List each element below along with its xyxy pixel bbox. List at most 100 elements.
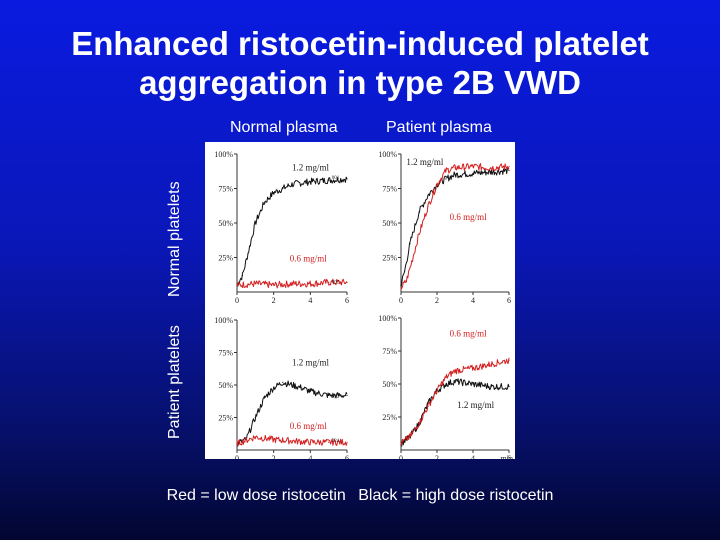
dose-label: 1.2 mg/ml — [292, 358, 330, 368]
y-tick-label: 25% — [382, 413, 397, 422]
data-point — [247, 252, 249, 254]
dose-label: 1.2 mg/ml — [292, 163, 330, 173]
dose-label: 1.2 mg/ml — [406, 157, 444, 167]
data-point — [409, 243, 411, 245]
data-point — [418, 211, 420, 213]
data-point — [254, 416, 256, 419]
column-label-patient-plasma: Patient plasma — [386, 119, 492, 136]
y-tick-label: 75% — [218, 349, 233, 358]
trace-low-dose — [236, 434, 348, 447]
data-point — [309, 181, 311, 183]
data-point — [454, 174, 456, 176]
data-point — [445, 178, 447, 180]
data-point — [291, 384, 293, 386]
data-point — [346, 178, 348, 180]
trace-high-dose — [236, 176, 348, 286]
x-tick-label: 6 — [345, 454, 349, 459]
legend-red: Red = low dose ristocetin — [166, 487, 346, 504]
x-tick-label: 4 — [308, 296, 312, 305]
data-point — [300, 387, 302, 389]
data-point — [508, 165, 510, 168]
data-point — [328, 179, 330, 181]
data-point — [236, 284, 238, 286]
data-point — [282, 187, 284, 190]
x-tick-label: 0 — [235, 454, 239, 459]
dose-label: 0.6 mg/ml — [450, 328, 488, 338]
data-point — [427, 194, 429, 196]
data-point — [405, 280, 407, 282]
data-point — [454, 167, 456, 169]
data-point — [254, 283, 256, 285]
data-point — [400, 442, 402, 444]
data-point — [508, 359, 510, 361]
data-point — [490, 167, 492, 169]
x-tick-label: 4 — [471, 454, 475, 459]
dose-label: 0.6 mg/ml — [290, 421, 328, 431]
y-tick-label: 50% — [382, 219, 397, 228]
data-point — [436, 183, 438, 185]
data-point — [254, 222, 256, 224]
trace-high-dose — [400, 167, 510, 288]
data-point — [472, 367, 474, 369]
data-point — [472, 383, 474, 385]
trace-low-dose — [400, 163, 510, 290]
y-tick-label: 100% — [378, 150, 397, 159]
y-tick-label: 100% — [214, 150, 233, 159]
dose-label: 1.2 mg/ml — [457, 400, 495, 410]
data-point — [291, 440, 293, 442]
aggregation-figure: 25% 50% 75% 100% 0 2 4 6 1.2 mg/ml 0.6 mg/ml 001 00… — [205, 142, 515, 459]
row-label-normal-platelets: Normal platelets — [166, 181, 183, 297]
legend-black: Black = high dose ristocetin — [358, 487, 554, 504]
data-point — [400, 284, 402, 286]
data-point — [490, 386, 492, 388]
column-label-normal-plasma: Normal plasma — [230, 119, 338, 136]
row-label-patient-platelets: Patient platelets — [166, 325, 183, 439]
x-tick-label: 2 — [272, 454, 276, 459]
data-point — [454, 380, 456, 382]
y-tick-label: 75% — [382, 185, 397, 194]
data-point — [263, 397, 266, 399]
y-tick-label: 25% — [218, 254, 233, 263]
data-point — [241, 274, 244, 277]
x-tick-label: 0 — [399, 296, 403, 305]
data-point — [427, 405, 429, 408]
data-point — [346, 281, 348, 283]
data-point — [328, 281, 330, 283]
data-point — [291, 283, 293, 285]
y-tick-label: 75% — [382, 347, 397, 356]
y-tick-label: 50% — [218, 219, 233, 228]
data-point — [236, 442, 238, 445]
data-point — [508, 169, 510, 172]
data-point — [445, 169, 447, 172]
title-line-1: Enhanced ristocetin-induced platelet — [71, 25, 649, 62]
data-point — [490, 171, 492, 173]
x-tick-label: 0 — [235, 296, 239, 305]
data-point — [404, 270, 406, 272]
data-point — [445, 376, 447, 378]
data-point — [346, 441, 348, 443]
y-tick-label: 75% — [218, 185, 233, 194]
data-point — [309, 390, 311, 393]
data-point — [346, 394, 348, 396]
data-point — [472, 172, 474, 174]
data-point — [445, 383, 447, 385]
x-tick-label: 6 — [507, 296, 511, 305]
dose-label: 0.6 mg/ml — [450, 212, 488, 222]
y-tick-label: 50% — [382, 380, 397, 389]
data-point — [418, 233, 420, 235]
slide-title: Enhanced ristocetin-induced platelet agg… — [0, 24, 720, 102]
trace-low-dose — [236, 278, 348, 289]
data-point — [411, 261, 413, 263]
data-point — [490, 363, 492, 365]
trace-high-dose — [236, 380, 348, 446]
data-point — [273, 387, 275, 389]
data-point — [291, 183, 293, 185]
data-point — [273, 284, 275, 286]
trace-id-label: 002 — [332, 281, 340, 286]
legend: Red = low dose ristocetin Black = high d… — [0, 487, 720, 505]
y-tick-label: 100% — [378, 314, 397, 323]
data-point — [273, 439, 275, 441]
aggregation-charts-svg: 25%50%75%100%0 2 4 61.2 mg/ml0.6 mg/ml00100… — [214, 150, 513, 459]
data-point — [400, 287, 402, 289]
x-tick-label: 4 — [308, 454, 312, 459]
